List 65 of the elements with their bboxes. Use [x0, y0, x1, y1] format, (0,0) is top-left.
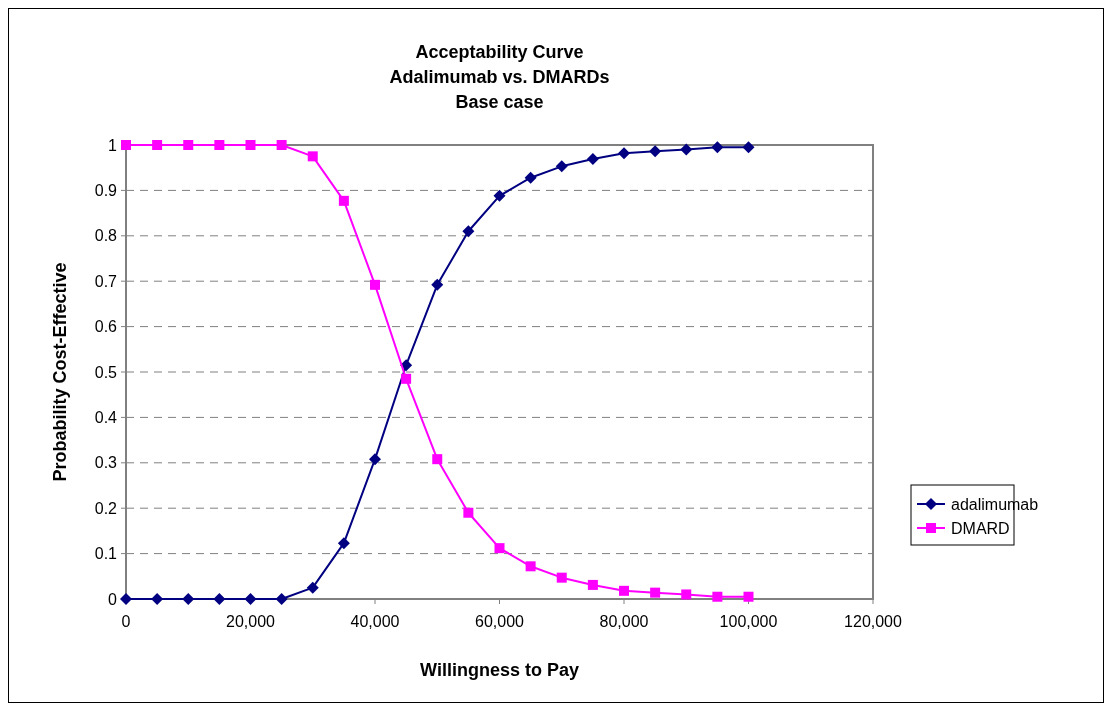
x-tick-label: 20,000: [226, 613, 276, 630]
point: [463, 507, 474, 518]
point: [681, 589, 692, 600]
point: [245, 140, 256, 150]
point: [619, 585, 629, 596]
y-tick-label: 0.9: [94, 182, 118, 199]
point: [650, 587, 661, 598]
y-tick-label: 0.5: [94, 363, 118, 381]
point: [524, 171, 537, 184]
y-tick-label: 0.7: [94, 272, 118, 290]
y-tick-label: 0.8: [94, 227, 118, 245]
text: Acceptability Curve: [415, 42, 584, 62]
point: [275, 593, 288, 605]
y-tick-label: 0.4: [94, 409, 118, 426]
point: [244, 593, 257, 605]
x-tick-label: 0: [121, 613, 131, 630]
point: [276, 140, 287, 150]
point: [338, 195, 349, 206]
point: [337, 537, 350, 550]
point: [494, 543, 505, 554]
y-tick-label: 0.6: [94, 318, 118, 336]
point: [369, 453, 381, 466]
x-tick-label: 80,000: [599, 613, 649, 630]
point: [712, 591, 723, 602]
point: [555, 160, 568, 173]
y-tick-label: 0.1: [94, 545, 118, 563]
y-tick-label: 1: [108, 136, 118, 154]
point: [680, 143, 693, 156]
point: [587, 579, 598, 590]
text: Base case: [455, 92, 544, 112]
point: [432, 454, 443, 465]
point: [183, 140, 194, 150]
point: [213, 593, 226, 605]
point: [525, 561, 536, 572]
x-axis-title: Willingness to Pay: [420, 660, 579, 680]
point: [431, 278, 444, 291]
x-tick-label: 120,000: [844, 613, 903, 630]
x-tick-label: 40,000: [350, 613, 400, 630]
y-tick-label: 0: [108, 590, 118, 608]
point: [152, 140, 163, 150]
point: [307, 151, 318, 162]
y-axis-title: Probability Cost-Effective: [50, 262, 70, 482]
point: [743, 591, 754, 602]
legend-label: DMARD: [951, 519, 1010, 537]
y-tick-label: 0.2: [94, 499, 118, 517]
point: [618, 147, 630, 160]
x-tick-label: 60,000: [475, 613, 525, 630]
point: [586, 153, 599, 166]
legend-label: adalimumab: [951, 495, 1039, 513]
point: [121, 140, 131, 150]
point: [742, 141, 755, 154]
point: [370, 279, 380, 290]
point: [214, 140, 225, 150]
point: [306, 581, 319, 594]
point: [401, 373, 412, 384]
point: [493, 189, 506, 202]
x-tick-label: 100,000: [719, 613, 778, 630]
text: Adalimumab vs. DMARDs: [389, 67, 610, 87]
point: [120, 593, 132, 605]
point: [556, 572, 567, 583]
y-tick-label: 0.3: [94, 454, 118, 472]
point: [649, 145, 662, 158]
point: [462, 225, 475, 238]
point: [711, 141, 724, 154]
point: [182, 593, 195, 605]
